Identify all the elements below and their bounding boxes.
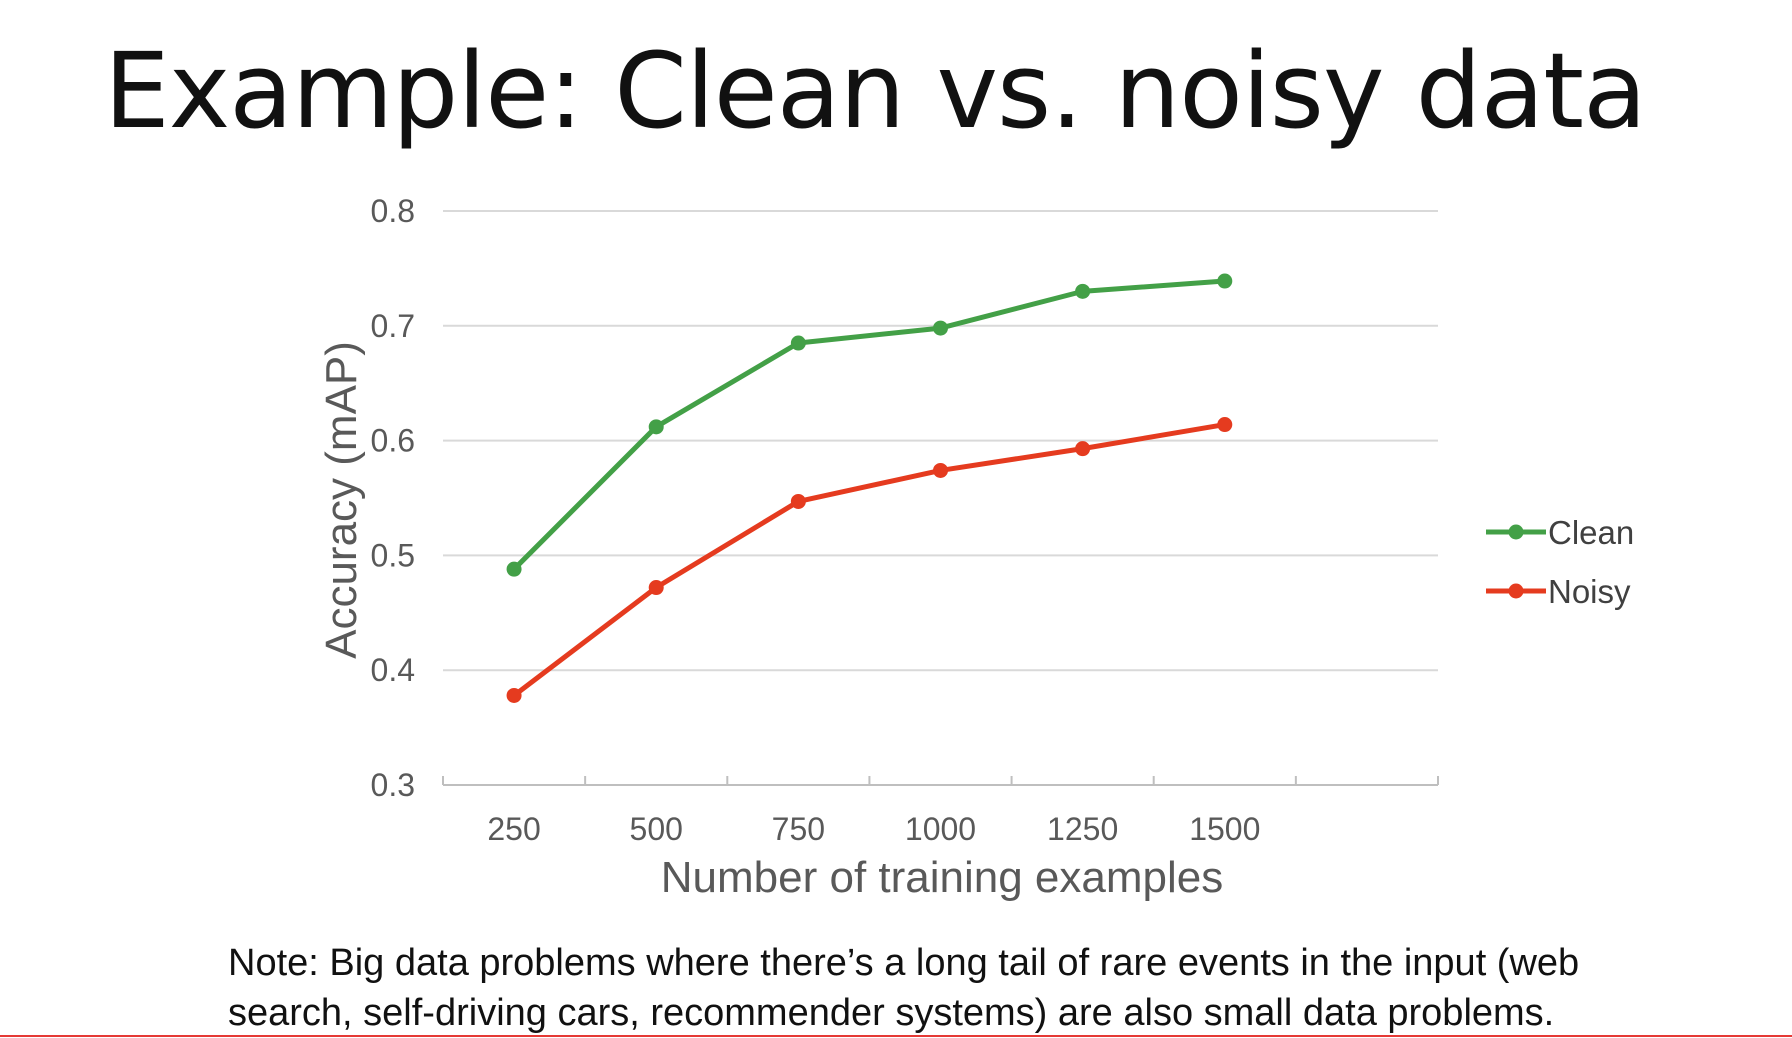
data-point-clean	[1217, 273, 1233, 289]
y-tick-label: 0.7	[371, 308, 415, 344]
footnote: Note: Big data problems where there’s a …	[228, 938, 1708, 1038]
x-tick-label: 1250	[1047, 811, 1118, 847]
y-tick-label: 0.6	[371, 423, 415, 459]
data-point-noisy	[933, 462, 948, 478]
x-tick-label: 500	[630, 811, 683, 847]
footnote-line-1: Note: Big data problems where there’s a …	[228, 942, 1580, 984]
data-point-clean	[648, 419, 664, 435]
legend-marker-noisy	[1508, 583, 1524, 599]
y-tick-label: 0.4	[371, 652, 415, 688]
x-tick-label: 1000	[905, 811, 976, 847]
y-tick-label: 0.8	[371, 193, 415, 229]
line-chart: 0.3 0.4 0.5 0.6 0.7 0.8 250 500 750 1000 1250 1500…	[317, 193, 1634, 902]
y-tick-labels: 0.3 0.4 0.5 0.6 0.7 0.8	[371, 193, 415, 803]
x-tick-label: 1500	[1189, 811, 1260, 847]
x-tick-label: 250	[487, 811, 540, 847]
legend: Clean Noisy	[1486, 514, 1634, 610]
y-tick-label: 0.5	[371, 537, 415, 573]
data-point-clean	[1075, 283, 1091, 299]
legend-label-clean: Clean	[1548, 514, 1634, 551]
series-points	[506, 273, 1233, 703]
data-point-clean	[506, 561, 522, 577]
y-axis-label: Accuracy (mAP)	[317, 341, 366, 659]
data-point-noisy	[1075, 441, 1091, 457]
data-point-clean	[790, 335, 806, 351]
data-point-noisy	[790, 493, 806, 509]
x-tick-labels: 250 500 750 1000 1250 1500	[487, 811, 1260, 847]
data-point-noisy	[648, 580, 664, 596]
footnote-line-2: search, self-driving cars, recommender s…	[228, 992, 1555, 1034]
slide-title: Example: Clean vs. noisy data	[104, 30, 1647, 152]
legend-marker-clean	[1508, 524, 1524, 540]
data-point-noisy	[506, 687, 522, 703]
data-point-noisy	[1217, 417, 1233, 433]
data-point-clean	[933, 320, 948, 336]
y-tick-label: 0.3	[371, 767, 415, 803]
series-line-clean	[511, 278, 1228, 572]
bottom-divider	[0, 1035, 1792, 1037]
gridlines	[443, 210, 1438, 672]
series-line-noisy	[511, 422, 1228, 698]
x-axis	[442, 776, 1439, 786]
legend-label-noisy: Noisy	[1548, 573, 1631, 610]
x-tick-label: 750	[772, 811, 825, 847]
series-lines	[511, 278, 1228, 698]
x-axis-label: Number of training examples	[661, 853, 1223, 902]
